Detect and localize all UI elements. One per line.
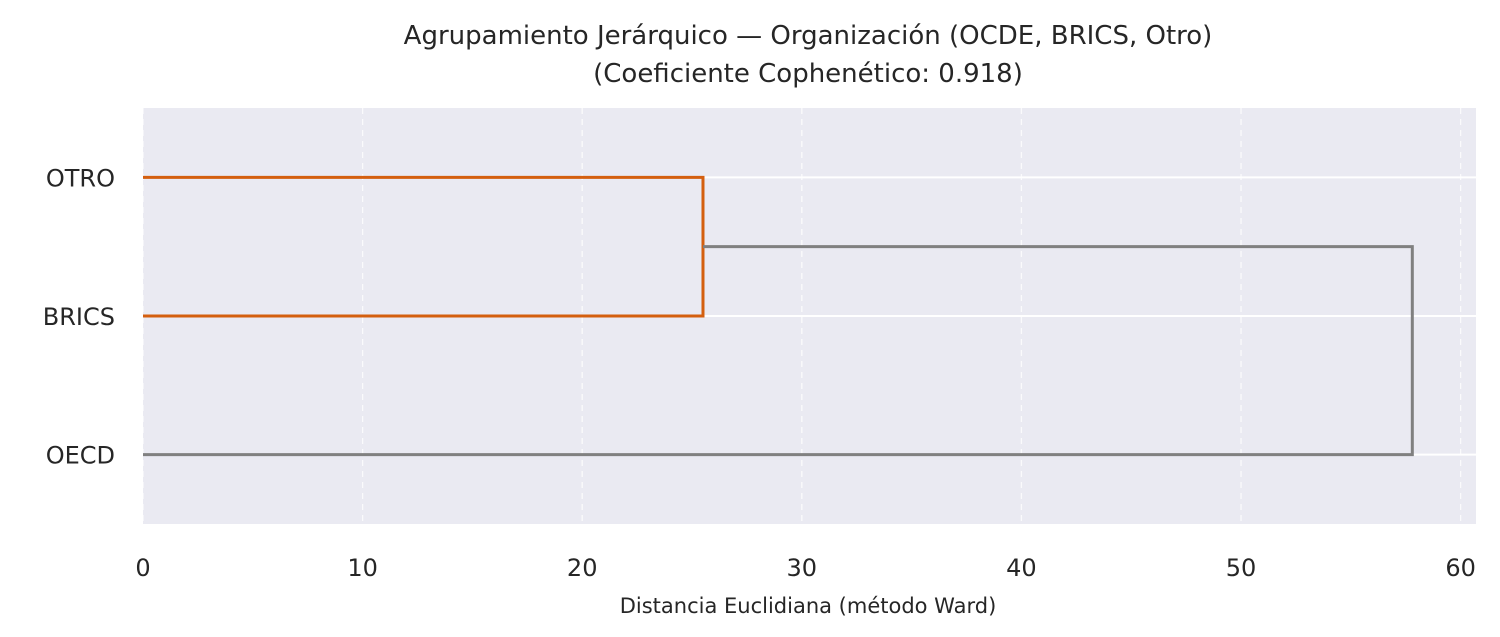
x-tick-label: 0 xyxy=(135,554,150,582)
x-tick-label: 20 xyxy=(567,554,598,582)
dendrogram-link-2 xyxy=(143,245,1414,457)
leaf-label: OECD xyxy=(46,442,115,470)
chart-title: Agrupamiento Jerárquico — Organización (… xyxy=(404,21,1213,51)
dendrogram-links xyxy=(143,175,1414,457)
leaf-label: BRICS xyxy=(43,303,115,331)
x-tick-label: 30 xyxy=(787,554,818,582)
y-tick-labels: OTRO BRICS OECD xyxy=(43,164,115,469)
chart-subtitle: (Coeficiente Cophenético: 0.918) xyxy=(593,59,1023,89)
x-tick-label: 40 xyxy=(1006,554,1037,582)
x-axis-label: Distancia Euclidiana (método Ward) xyxy=(620,594,997,618)
x-tick-label: 50 xyxy=(1226,554,1257,582)
x-tick-label: 60 xyxy=(1445,554,1476,582)
leaf-label: OTRO xyxy=(46,164,115,192)
x-tick-labels: 0 10 20 30 40 50 60 xyxy=(135,554,1476,582)
x-tick-label: 10 xyxy=(347,554,378,582)
